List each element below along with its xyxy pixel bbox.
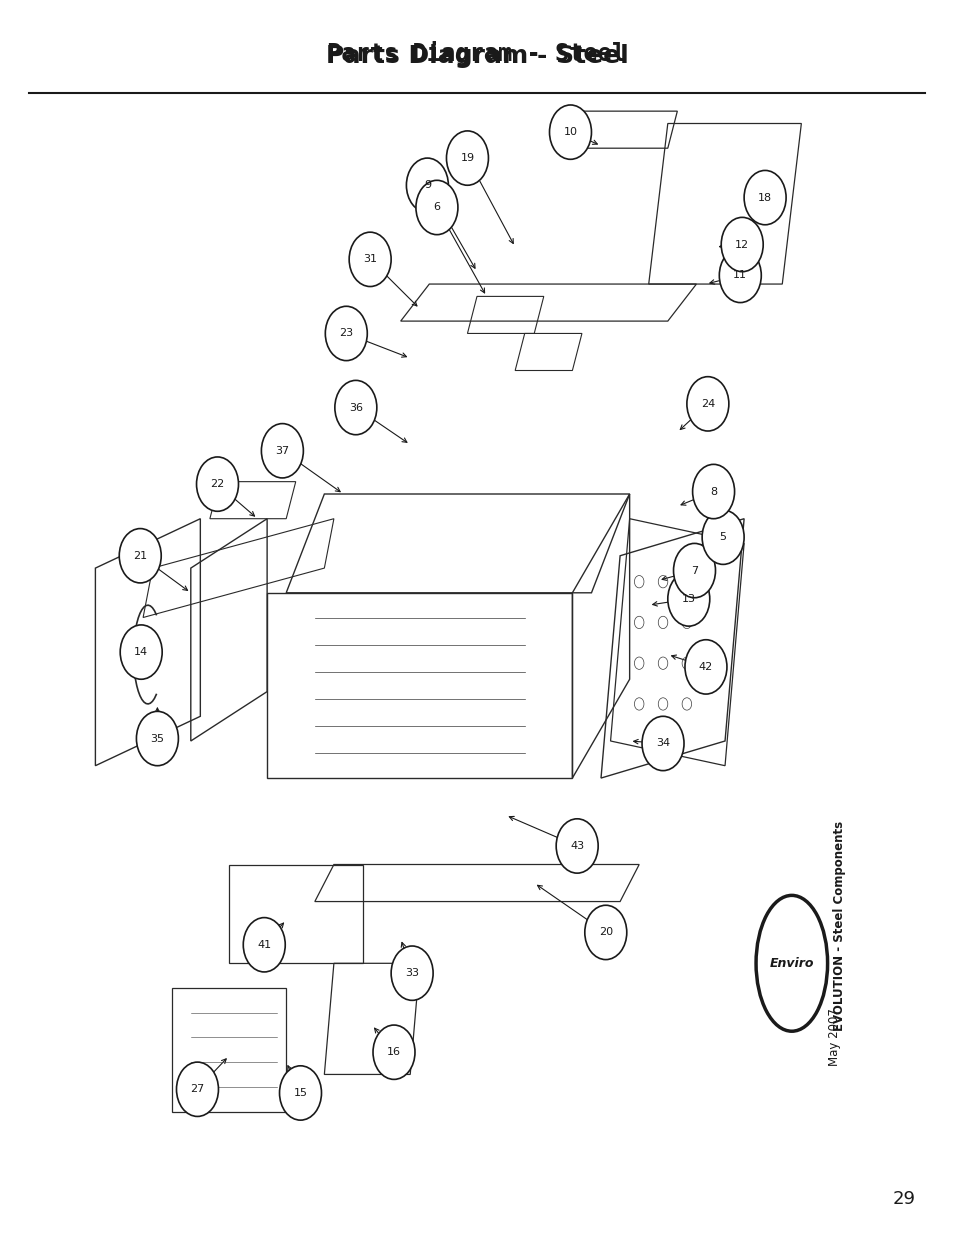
Circle shape xyxy=(549,105,591,159)
Text: 29: 29 xyxy=(892,1189,915,1208)
Circle shape xyxy=(279,1066,321,1120)
Text: 5: 5 xyxy=(719,532,726,542)
Text: 19: 19 xyxy=(460,153,474,163)
Text: 36: 36 xyxy=(349,403,362,412)
Text: 23: 23 xyxy=(339,329,353,338)
Text: Parts Diagram - Steel: Parts Diagram - Steel xyxy=(325,43,628,68)
Circle shape xyxy=(719,248,760,303)
Circle shape xyxy=(556,819,598,873)
Text: 16: 16 xyxy=(387,1047,400,1057)
Circle shape xyxy=(196,457,238,511)
Text: EVOLUTION - Steel Components: EVOLUTION - Steel Components xyxy=(832,821,845,1031)
Circle shape xyxy=(335,380,376,435)
Text: 6: 6 xyxy=(433,203,440,212)
Circle shape xyxy=(391,946,433,1000)
Text: 14: 14 xyxy=(134,647,148,657)
Circle shape xyxy=(325,306,367,361)
Text: 37: 37 xyxy=(275,446,289,456)
Text: 22: 22 xyxy=(211,479,224,489)
Circle shape xyxy=(120,625,162,679)
Text: 11: 11 xyxy=(733,270,746,280)
Text: 20: 20 xyxy=(598,927,612,937)
Circle shape xyxy=(406,158,448,212)
Circle shape xyxy=(349,232,391,287)
Circle shape xyxy=(684,640,726,694)
Text: 7: 7 xyxy=(690,566,698,576)
Circle shape xyxy=(136,711,178,766)
Text: 13: 13 xyxy=(681,594,695,604)
Circle shape xyxy=(584,905,626,960)
Text: 12: 12 xyxy=(735,240,748,249)
Circle shape xyxy=(261,424,303,478)
Circle shape xyxy=(667,572,709,626)
Text: 31: 31 xyxy=(363,254,376,264)
Text: 15: 15 xyxy=(294,1088,307,1098)
Circle shape xyxy=(686,377,728,431)
Text: 21: 21 xyxy=(133,551,147,561)
Text: 35: 35 xyxy=(151,734,164,743)
Text: Parts Diagram - Steel: Parts Diagram - Steel xyxy=(327,41,626,65)
Text: 33: 33 xyxy=(405,968,418,978)
Circle shape xyxy=(176,1062,218,1116)
Circle shape xyxy=(416,180,457,235)
Circle shape xyxy=(720,217,762,272)
Circle shape xyxy=(243,918,285,972)
Text: 18: 18 xyxy=(758,193,771,203)
Circle shape xyxy=(641,716,683,771)
Circle shape xyxy=(373,1025,415,1079)
Circle shape xyxy=(673,543,715,598)
Text: 24: 24 xyxy=(700,399,714,409)
Text: 8: 8 xyxy=(709,487,717,496)
Circle shape xyxy=(743,170,785,225)
Text: 42: 42 xyxy=(699,662,712,672)
Circle shape xyxy=(701,510,743,564)
Text: 43: 43 xyxy=(570,841,583,851)
Text: 10: 10 xyxy=(563,127,577,137)
Circle shape xyxy=(446,131,488,185)
Text: 34: 34 xyxy=(656,739,669,748)
Text: May 2007: May 2007 xyxy=(827,1009,841,1066)
Text: 27: 27 xyxy=(191,1084,204,1094)
Circle shape xyxy=(692,464,734,519)
Text: 41: 41 xyxy=(257,940,271,950)
Text: Enviro: Enviro xyxy=(769,957,813,969)
Circle shape xyxy=(119,529,161,583)
Text: 9: 9 xyxy=(423,180,431,190)
